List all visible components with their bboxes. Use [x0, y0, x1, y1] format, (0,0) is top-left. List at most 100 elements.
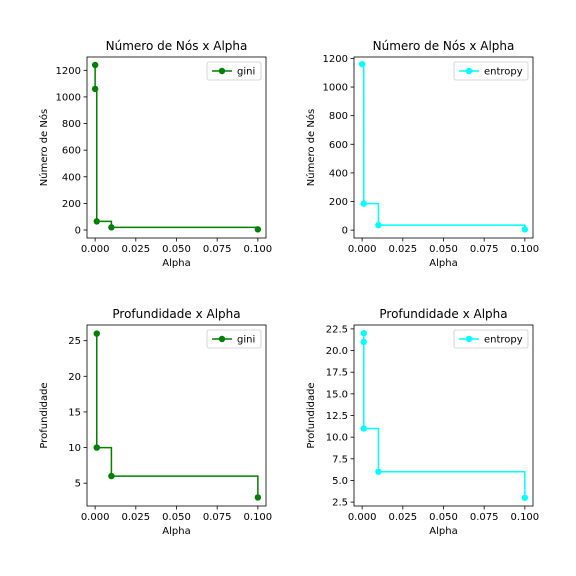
legend-marker: [218, 335, 226, 343]
data-point: [521, 494, 529, 501]
chart-title: Profundidade x Alpha: [112, 307, 240, 321]
chart-title: Profundidade x Alpha: [379, 307, 507, 321]
x-tick-label: 0.000: [348, 244, 377, 255]
x-axis-label: Alpha: [429, 258, 457, 269]
y-tick-label: 800: [329, 111, 348, 122]
y-tick-label: 12.5: [326, 411, 348, 422]
y-tick-label: 600: [329, 140, 348, 151]
y-tick-label: 22.5: [326, 324, 348, 335]
chart-title: Número de Nós x Alpha: [106, 39, 248, 53]
y-tick-label: 0: [75, 226, 81, 237]
data-point: [360, 330, 367, 337]
y-tick-label: 15.0: [326, 389, 348, 400]
legend-label: entropy: [484, 67, 523, 78]
axes-frame: [353, 324, 534, 507]
x-tick-label: 0.050: [429, 512, 458, 523]
y-tick-label: 25: [68, 336, 81, 347]
x-tick-label: 0.000: [348, 512, 377, 523]
data-point: [91, 61, 99, 69]
data-point: [360, 425, 367, 432]
legend: entropy: [453, 61, 529, 81]
data-point: [254, 226, 262, 233]
subplot-2: Número de Nós x Alpha 0.000 0.025 0.050 0.07…: [305, 39, 539, 269]
chart-title: Número de Nós x Alpha: [373, 39, 515, 53]
x-tick-label: 0.075: [203, 244, 232, 255]
axes-frame: [353, 56, 534, 239]
data-point: [375, 468, 382, 475]
y-tick-label: 15: [68, 407, 81, 418]
subplot-1: Número de Nós x Alpha 0.000 0.025 0.050 0.07…: [38, 39, 272, 269]
x-axis-label: Alpha: [162, 526, 190, 537]
x-tick-label: 0.075: [470, 512, 499, 523]
axes-frame: [86, 324, 267, 507]
axes-frame: [86, 56, 267, 239]
y-tick-label: 800: [62, 119, 81, 130]
legend-marker: [218, 67, 226, 75]
y-axis-label: Profundidade: [306, 382, 317, 448]
data-point: [521, 226, 529, 233]
y-tick-label: 2.5: [332, 498, 348, 509]
x-tick-label: 0.100: [244, 512, 273, 523]
data-point: [360, 338, 367, 346]
y-tick-label: 1200: [323, 54, 348, 65]
y-tick-label: 200: [62, 199, 81, 210]
y-tick-label: 10: [68, 443, 81, 454]
y-tick-label: 20.0: [326, 346, 348, 357]
x-tick-label: 0.025: [388, 512, 417, 523]
legend-marker: [465, 335, 473, 343]
x-tick-label: 0.050: [429, 244, 458, 255]
y-tick-label: 17.5: [326, 368, 348, 379]
legend: gini: [206, 329, 262, 349]
subplot-3: Profundidade x Alpha 0.000 0.025 0.050 0.075…: [39, 307, 272, 537]
y-axis-label: Número de Nós: [38, 109, 50, 186]
y-tick-label: 5.0: [332, 476, 348, 487]
data-point: [358, 60, 366, 68]
x-tick-label: 0.000: [81, 244, 110, 255]
x-axis-label: Alpha: [162, 258, 190, 269]
x-tick-label: 0.075: [470, 244, 499, 255]
legend-label: entropy: [484, 335, 523, 346]
data-point: [93, 330, 100, 337]
legend-label: gini: [237, 335, 255, 346]
x-tick-label: 0.075: [203, 512, 232, 523]
x-tick-label: 0.100: [244, 244, 273, 255]
data-point: [91, 85, 99, 93]
x-tick-label: 0.050: [162, 512, 191, 523]
x-tick-label: 0.025: [121, 512, 150, 523]
y-tick-label: 20: [68, 372, 81, 383]
x-tick-label: 0.050: [162, 244, 191, 255]
y-tick-label: 10.0: [326, 433, 348, 444]
y-tick-label: 5: [75, 479, 81, 490]
y-tick-label: 0: [342, 226, 348, 237]
series-line-gini: [96, 333, 259, 498]
y-tick-label: 400: [329, 168, 348, 179]
y-tick-label: 400: [62, 172, 81, 183]
legend: entropy: [453, 329, 529, 349]
x-tick-label: 0.025: [121, 244, 150, 255]
data-point: [254, 494, 262, 501]
subplot-4: Profundidade x Alpha 0.000 0.025 0.050 0.075…: [306, 307, 539, 537]
data-point: [108, 472, 115, 480]
y-axis-label: Profundidade: [39, 382, 50, 448]
legend-label: gini: [237, 67, 255, 78]
legend: gini: [206, 61, 262, 81]
data-point: [108, 224, 115, 231]
x-tick-label: 0.000: [81, 512, 110, 523]
data-point: [375, 221, 382, 229]
data-point: [93, 218, 100, 225]
y-tick-label: 1000: [56, 92, 81, 103]
x-tick-label: 0.100: [511, 512, 540, 523]
x-tick-label: 0.100: [511, 244, 540, 255]
x-axis-label: Alpha: [429, 526, 457, 537]
y-tick-label: 1200: [56, 66, 81, 77]
data-point: [93, 444, 100, 451]
y-tick-label: 1000: [323, 83, 348, 94]
data-point: [360, 200, 367, 207]
legend-marker: [465, 67, 473, 75]
y-tick-label: 7.5: [332, 454, 348, 465]
y-axis-label: Número de Nós: [305, 109, 317, 186]
y-tick-label: 200: [329, 197, 348, 208]
y-tick-label: 600: [62, 146, 81, 157]
x-tick-label: 0.025: [388, 244, 417, 255]
